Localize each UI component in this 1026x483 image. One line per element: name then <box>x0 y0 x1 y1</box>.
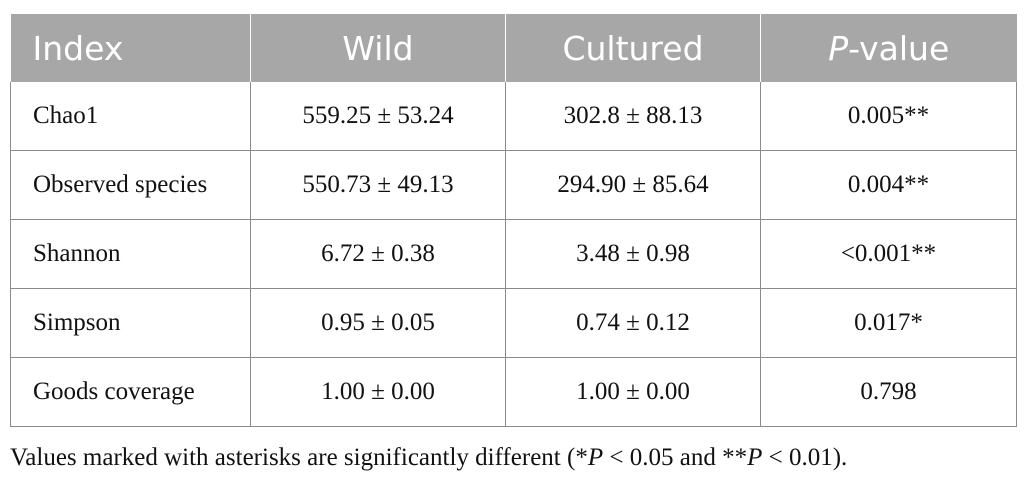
table-row: Observed species 550.73 ± 49.13 294.90 ±… <box>10 150 1017 220</box>
cell-cultured: 294.90 ± 85.64 <box>505 150 761 220</box>
cell-index: Goods coverage <box>10 357 251 427</box>
cell-index: Simpson <box>10 288 251 358</box>
table-row: Goods coverage 1.00 ± 0.00 1.00 ± 0.00 0… <box>10 357 1017 427</box>
cell-cultured: 1.00 ± 0.00 <box>505 357 761 427</box>
footnote-text-2: < 0.05 and ** <box>603 444 748 471</box>
footnote-text-1: Values marked with asterisks are signifi… <box>10 444 588 471</box>
cell-p-value: 0.798 <box>760 357 1017 427</box>
cell-wild: 6.72 ± 0.38 <box>250 219 506 289</box>
diversity-index-table: Index Wild Cultured P-value Chao1 559.25… <box>10 14 1017 427</box>
footnote-p-symbol-1: P <box>587 444 604 471</box>
cell-p-value: 0.005** <box>760 82 1017 151</box>
header-cultured: Cultured <box>505 14 761 82</box>
table-footnote: Values marked with asterisks are signifi… <box>10 444 847 472</box>
header-index: Index <box>10 14 251 82</box>
cell-cultured: 3.48 ± 0.98 <box>505 219 761 289</box>
data-table-container: Index Wild Cultured P-value Chao1 559.25… <box>10 14 1017 427</box>
cell-index: Observed species <box>10 150 251 220</box>
footnote-p-symbol-2: P <box>747 444 763 471</box>
cell-cultured: 0.74 ± 0.12 <box>505 288 761 358</box>
cell-wild: 550.73 ± 49.13 <box>250 150 506 220</box>
table-header: Index Wild Cultured P-value <box>10 14 1017 82</box>
cell-wild: 1.00 ± 0.00 <box>250 357 506 427</box>
header-p-letter: P <box>828 28 849 68</box>
header-value-suffix: -value <box>848 28 950 68</box>
header-wild: Wild <box>250 14 506 82</box>
table-body: Chao1 559.25 ± 53.24 302.8 ± 88.13 0.005… <box>10 82 1017 427</box>
cell-wild: 559.25 ± 53.24 <box>250 82 506 151</box>
table-row: Shannon 6.72 ± 0.38 3.48 ± 0.98 <0.001** <box>10 219 1017 289</box>
footnote-text-3: < 0.01). <box>762 444 848 471</box>
cell-index: Chao1 <box>10 82 251 151</box>
cell-cultured: 302.8 ± 88.13 <box>505 82 761 151</box>
table-row: Chao1 559.25 ± 53.24 302.8 ± 88.13 0.005… <box>10 82 1017 151</box>
header-row: Index Wild Cultured P-value <box>10 14 1017 82</box>
cell-wild: 0.95 ± 0.05 <box>250 288 506 358</box>
cell-index: Shannon <box>10 219 251 289</box>
cell-p-value: 0.004** <box>760 150 1017 220</box>
cell-p-value: 0.017* <box>760 288 1017 358</box>
header-p-value: P-value <box>760 14 1017 82</box>
table-row: Simpson 0.95 ± 0.05 0.74 ± 0.12 0.017* <box>10 288 1017 358</box>
cell-p-value: <0.001** <box>760 219 1017 289</box>
